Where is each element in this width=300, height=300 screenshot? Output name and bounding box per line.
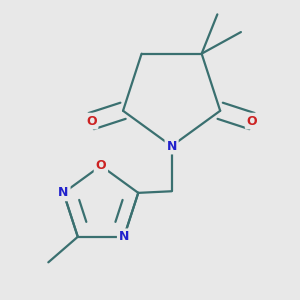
Text: N: N [119, 230, 129, 243]
Text: N: N [58, 186, 69, 200]
Text: O: O [96, 159, 106, 172]
Text: N: N [167, 140, 177, 153]
Text: O: O [247, 115, 257, 128]
Text: O: O [86, 115, 97, 128]
